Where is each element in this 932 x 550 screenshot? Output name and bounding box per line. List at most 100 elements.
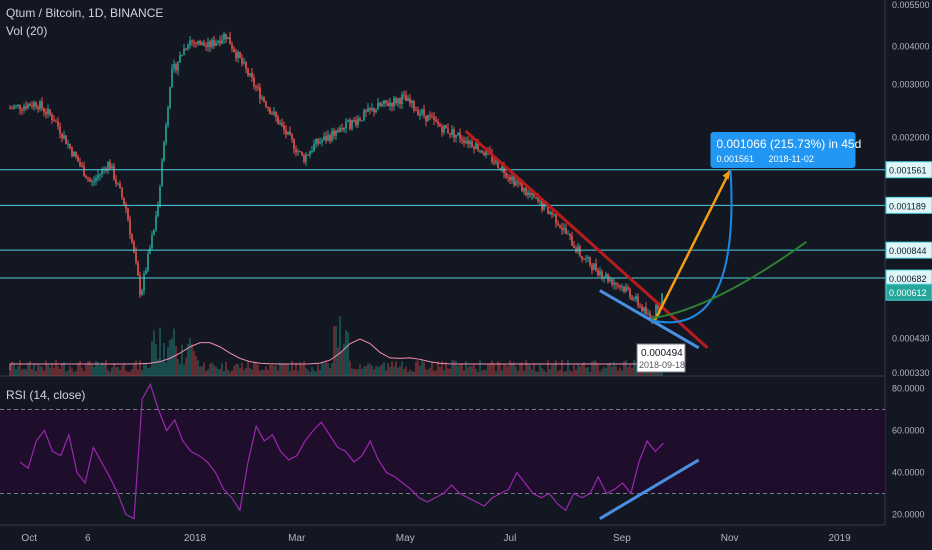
candle-body [277,117,279,124]
candle-body [631,297,633,300]
candle-body [581,256,583,259]
volume-bar [369,364,371,376]
candle-body [593,264,595,271]
candle-body [213,40,215,46]
volume-bar [191,344,193,376]
time-tick: Nov [721,533,739,544]
volume-bar [199,367,201,376]
volume-bar [39,366,41,376]
candle-body [53,120,55,121]
candle-body [29,104,31,106]
candle-body [69,144,71,148]
candle-body [191,41,193,42]
candle-body [599,271,601,275]
volume-bar [233,366,235,376]
volume-bar [633,360,635,376]
volume-bar [607,364,609,376]
volume-bar [189,338,191,376]
candle-body [375,110,377,112]
candle-body [119,183,121,188]
candle-body [51,115,53,120]
candle-body [243,62,245,63]
candle-body [159,186,161,205]
candle-body [457,133,459,135]
candle-body [433,117,435,120]
candle-body [439,124,441,126]
volume-bar [397,368,399,376]
candle-body [401,95,403,104]
volume-bar [385,370,387,376]
candle-body [283,125,285,129]
volume-bar [181,345,183,376]
volume-bar [205,371,207,376]
candle-body [9,108,11,109]
volume-bar [543,370,545,376]
candle-body [157,206,159,216]
volume-bar [167,347,169,376]
candle-body [307,155,309,156]
candle-body [269,108,271,114]
candle-body [527,193,529,196]
volume-bar [231,371,233,376]
volume-bar [617,371,619,376]
volume-bar [605,368,607,376]
candle-body [77,157,79,162]
volume-bar [377,367,379,376]
candle-body [315,139,317,144]
candle-body [109,162,111,169]
candle-body [171,68,173,87]
volume-bar [403,369,405,376]
target-callout-price: 0.001561 [716,154,754,164]
candle-body [309,152,311,155]
volume-bar [317,364,319,376]
candle-body [563,228,565,230]
candle-body [453,129,455,137]
volume-bar [427,370,429,376]
volume-bar [55,360,57,376]
volume-bar [407,372,409,376]
volume-bar [273,366,275,376]
volume-bar [331,363,333,376]
candle-body [419,113,421,115]
volume-bar [429,368,431,376]
candle-body [493,162,495,163]
candle-body [605,274,607,277]
candle-body [475,143,477,149]
candle-body [363,110,365,120]
volume-bar [143,364,145,376]
volume-bar [523,371,525,376]
volume-bar [577,363,579,376]
volume-bar [217,369,219,376]
price-tick: 0.000330 [892,368,930,378]
time-tick: 2018 [184,533,207,544]
candle-body [473,147,475,149]
volume-bar [123,363,125,376]
volume-bar [257,365,259,376]
candle-body [245,62,247,69]
candle-body [17,105,19,106]
volume-bar [105,360,107,376]
candle-body [525,188,527,195]
volume-bar [31,369,33,376]
rsi-tick: 80.0000 [892,384,925,394]
candle-body [261,97,263,98]
volume-bar [601,369,603,376]
volume-bar [107,370,109,376]
candle-body [333,131,335,136]
candle-body [513,177,515,185]
volume-bar [419,366,421,376]
volume-bar [215,367,217,376]
candle-body [611,279,613,284]
candle-body [501,166,503,170]
volume-bar [25,369,27,376]
candle-body [255,86,257,87]
volume-bar [345,330,347,376]
volume-bar [453,360,455,376]
candle-body [427,115,429,121]
volume-bar [13,363,15,376]
candle-body [73,152,75,156]
candle-body [321,140,323,142]
volume-bar [21,370,23,376]
volume-bar [177,359,179,376]
